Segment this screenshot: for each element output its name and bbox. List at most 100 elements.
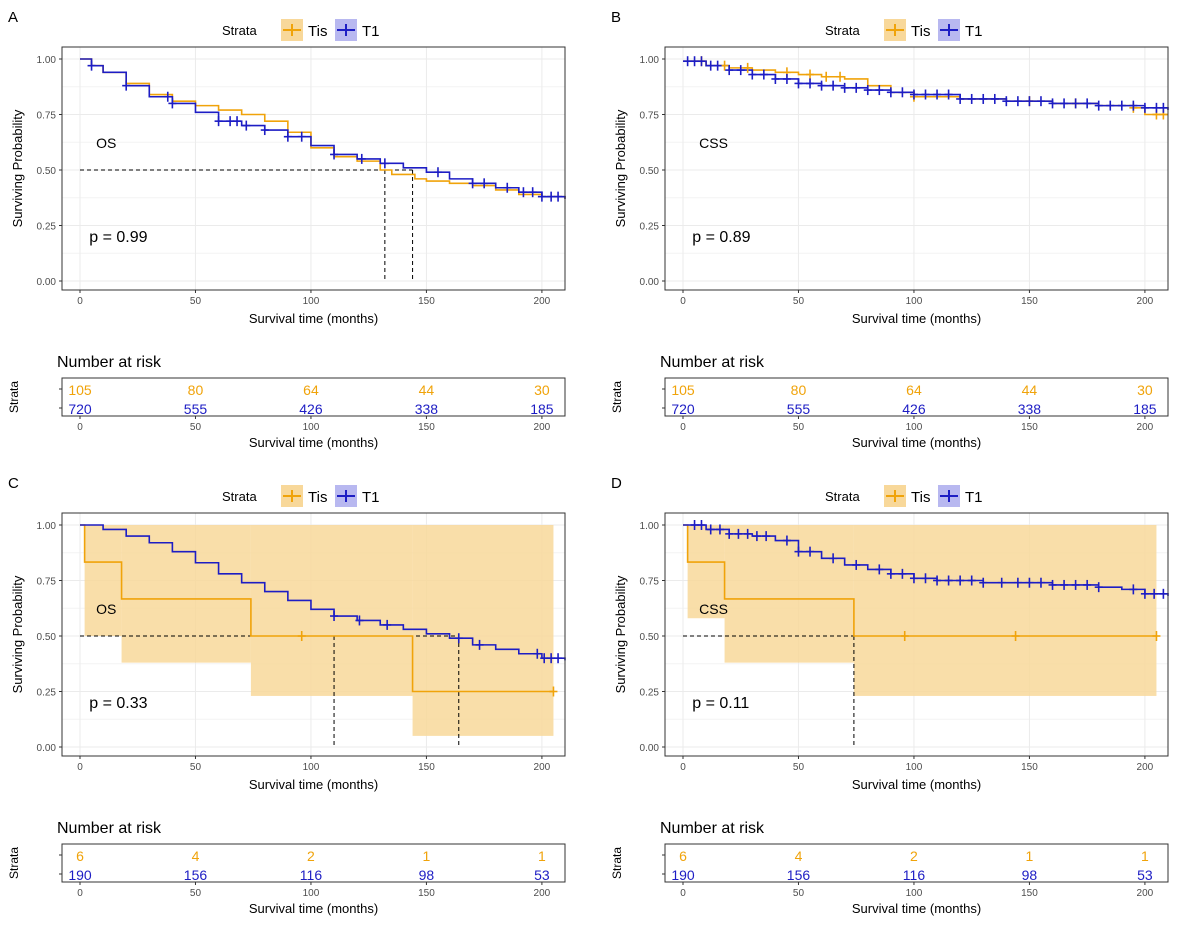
t1-censor-mark — [533, 648, 542, 659]
x-tick-label: 50 — [190, 762, 202, 773]
t1-survival-curve — [80, 524, 566, 661]
km-plot-b: B Strata Tis T1 0.00 0.25 0.50 0.75 1.00 0 50 100 15… — [610, 9, 1169, 450]
x-axis-label: Survival time (months) — [852, 311, 981, 326]
legend: Strata Tis T1 — [222, 485, 380, 507]
t1-censor-mark — [852, 559, 861, 570]
risk-count-t1: 156 — [787, 867, 811, 883]
tis-ci-band — [250, 525, 413, 696]
risk-count-t1: 555 — [184, 401, 208, 417]
p-value: p = 0.11 — [692, 695, 749, 712]
y-tick-label: 0.25 — [37, 688, 57, 699]
t1-censor-mark — [690, 56, 699, 67]
tis-survival-curve — [683, 524, 1157, 637]
tis-key-label: Tis — [308, 489, 327, 506]
legend-title: Strata — [825, 489, 860, 504]
t1-censor-mark — [734, 528, 743, 539]
t1-censor-mark — [794, 546, 803, 557]
panel-label: D — [611, 475, 622, 492]
t1-censor-mark — [752, 531, 761, 542]
risk-table-ylabel: Strata — [7, 381, 21, 413]
t1-censor-mark — [1002, 96, 1011, 107]
y-tick-label: 0.00 — [37, 743, 57, 754]
endpoint-annotation: CSS — [699, 135, 728, 151]
risk-count-t1: 98 — [1022, 867, 1038, 883]
risk-count-t1: 53 — [1137, 867, 1153, 883]
t1-censor-mark — [1025, 577, 1034, 588]
panel-label: A — [8, 9, 18, 26]
t1-censor-mark — [297, 131, 306, 142]
t1-censor-mark — [355, 615, 364, 626]
tis-ci-band — [724, 525, 854, 663]
risk-count-t1: 98 — [419, 867, 435, 883]
risk-count-tis: 1 — [1141, 848, 1149, 864]
km-plot-a: A Strata Tis T1 0.00 0.25 0.50 0.75 1.00 0 50 100 15… — [7, 9, 566, 450]
t1-censor-mark — [383, 619, 392, 630]
t1-censor-mark — [330, 611, 339, 622]
t1-censor-mark — [1083, 579, 1092, 590]
risk-table-title: Number at risk — [57, 820, 162, 837]
risk-x-tick-label: 150 — [418, 888, 435, 899]
y-tick-label: 1.00 — [37, 521, 57, 532]
x-axis-label: Survival time (months) — [852, 777, 981, 792]
t1-censor-mark — [537, 191, 546, 202]
tis-censor-mark — [822, 71, 831, 82]
t1-censor-mark — [87, 60, 96, 71]
t1-censor-mark — [852, 82, 861, 93]
risk-count-t1: 116 — [300, 867, 323, 883]
t1-censor-mark — [547, 191, 556, 202]
legend: Strata Tis T1 — [222, 19, 380, 41]
tis-key-label: Tis — [308, 23, 327, 40]
risk-count-tis: 2 — [910, 848, 918, 864]
x-tick-label: 0 — [77, 296, 83, 307]
t1-censor-mark — [1013, 96, 1022, 107]
risk-x-tick-label: 0 — [77, 422, 83, 433]
tis-censor-mark — [1011, 631, 1020, 641]
y-axis-label: Surviving Probability — [613, 109, 628, 227]
grid — [665, 47, 1168, 290]
tis-censor-mark — [806, 69, 815, 80]
tis-ci-band — [121, 525, 251, 663]
t1-censor-mark — [554, 191, 563, 202]
t1-key-label: T1 — [362, 23, 380, 40]
risk-table-ylabel: Strata — [7, 847, 21, 879]
y-tick-label: 0.50 — [640, 632, 660, 643]
risk-table-frame — [61, 377, 566, 417]
tis-key-label: Tis — [911, 489, 930, 506]
t1-censor-mark — [909, 89, 918, 100]
panel-a-os-all: A Strata Tis T1 0.00 0.25 0.50 0.75 1.00 0 50 100 15… — [0, 0, 600, 466]
risk-count-tis: 44 — [1022, 382, 1038, 398]
y-tick-label: 0.00 — [640, 277, 660, 288]
t1-censor-mark — [454, 633, 463, 644]
panel-c-os-subgroup: C Strata Tis T1 0.00 0.25 0.50 0.75 1.00 0 50 100 15… — [0, 466, 600, 932]
x-tick-label: 150 — [418, 296, 435, 307]
x-tick-label: 50 — [793, 296, 805, 307]
x-tick-label: 200 — [534, 296, 551, 307]
risk-table: Number at risk Strata 6 190 0 4 156 50 2 116 100 1 9… — [7, 820, 566, 916]
risk-count-tis: 1 — [423, 848, 431, 864]
legend-title: Strata — [222, 23, 257, 38]
risk-count-t1: 185 — [1133, 401, 1157, 417]
risk-table-frame — [664, 377, 1169, 417]
risk-count-t1: 555 — [787, 401, 811, 417]
t1-censor-mark — [697, 56, 706, 67]
risk-count-t1: 185 — [530, 401, 554, 417]
risk-table-title: Number at risk — [660, 354, 765, 371]
t1-censor-mark — [330, 149, 339, 160]
y-tick-label: 0.00 — [37, 277, 57, 288]
t1-censor-mark — [283, 131, 292, 142]
tis-censor-mark — [297, 631, 306, 641]
t1-censor-mark — [706, 60, 715, 71]
y-tick-label: 0.50 — [37, 632, 57, 643]
t1-censor-mark — [990, 93, 999, 104]
t1-key-label: T1 — [362, 489, 380, 506]
t1-censor-mark — [1025, 96, 1034, 107]
t1-censor-mark — [829, 80, 838, 91]
risk-count-tis: 1 — [538, 848, 546, 864]
t1-censor-mark — [715, 524, 724, 535]
risk-table-title: Number at risk — [57, 354, 162, 371]
risk-count-tis: 1 — [1026, 848, 1034, 864]
t1-censor-mark — [122, 80, 131, 91]
risk-count-tis: 64 — [303, 382, 319, 398]
tis-ci-band — [412, 525, 554, 736]
